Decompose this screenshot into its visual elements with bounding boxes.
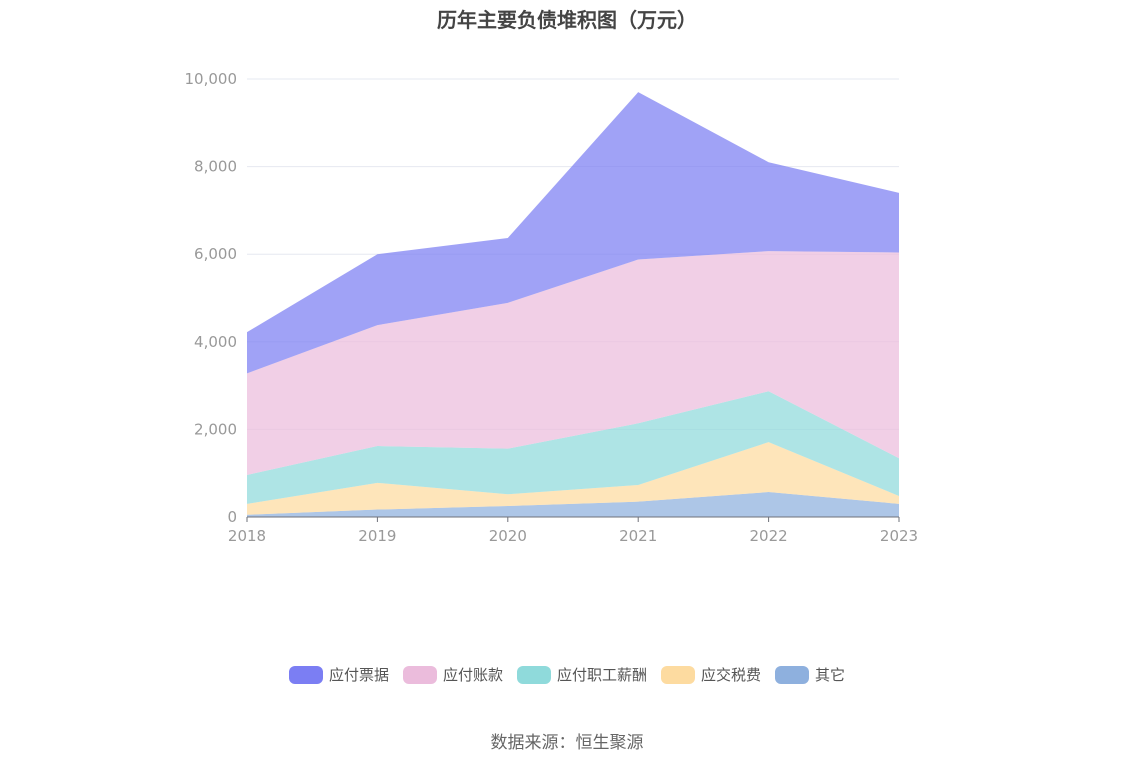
legend-label: 应交税费	[701, 666, 762, 684]
x-tick-label: 2020	[489, 527, 527, 545]
legend-item[interactable]: 应付职工薪酬	[516, 664, 647, 685]
legend-item[interactable]: 其它	[775, 664, 845, 685]
chart-title: 历年主要负债堆积图（万元）	[437, 8, 697, 32]
y-tick-label: 0	[227, 508, 237, 526]
legend-swatch	[661, 665, 695, 684]
legend-item[interactable]: 应付账款	[402, 664, 503, 685]
area-series-group	[247, 92, 899, 517]
data-source-note: 数据来源：恒生聚源	[490, 733, 644, 753]
axes: 0 2,000 4,000 6,000 8,000 10,000 2018 2019 2020 2…	[185, 70, 919, 545]
area-series[interactable]	[247, 251, 899, 475]
y-tick-label: 10,000	[185, 70, 238, 88]
y-tick-label: 2,000	[194, 420, 237, 438]
y-tick-label: 4,000	[194, 333, 237, 351]
legend: 应付票据 应付账款 应付职工薪酬 应交税费 其它	[0, 664, 1134, 685]
x-tick-label: 2018	[228, 527, 266, 545]
legend-item[interactable]: 应付票据	[288, 664, 389, 685]
area-series[interactable]	[247, 92, 899, 374]
area-series[interactable]	[247, 492, 899, 517]
x-tick-label: 2022	[750, 527, 788, 545]
x-tick-label: 2019	[358, 527, 396, 545]
legend-swatch	[775, 665, 810, 684]
area-series[interactable]	[247, 391, 899, 504]
legend-swatch	[402, 665, 437, 684]
area-series[interactable]	[247, 442, 899, 515]
x-tick-label: 2021	[619, 527, 657, 545]
legend-label: 应付账款	[442, 666, 503, 684]
legend-swatch	[288, 665, 323, 684]
legend-label: 其它	[815, 666, 846, 684]
y-tick-label: 8,000	[194, 158, 237, 176]
legend-item[interactable]: 应交税费	[661, 664, 761, 685]
legend-swatch	[516, 665, 551, 684]
y-tick-label: 6,000	[194, 245, 237, 263]
legend-label: 应付职工薪酬	[556, 666, 647, 684]
legend-label: 应付票据	[328, 666, 389, 684]
x-tick-label: 2023	[880, 527, 918, 545]
